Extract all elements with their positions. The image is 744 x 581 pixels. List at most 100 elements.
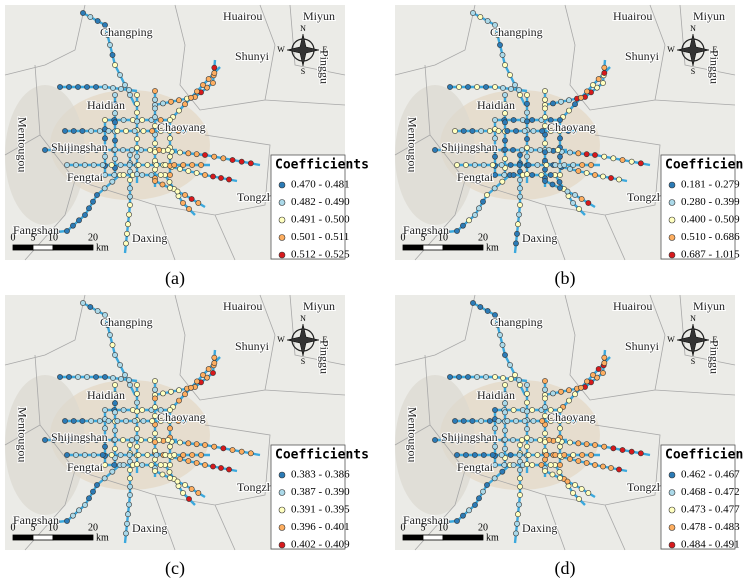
- place-label: Fangshan: [13, 513, 59, 527]
- station: [205, 366, 212, 372]
- legend-swatch: [668, 524, 676, 531]
- station: [120, 147, 126, 153]
- scale-tick-label: 20: [478, 522, 488, 533]
- station: [583, 460, 590, 466]
- station: [102, 407, 108, 413]
- station: [499, 342, 506, 348]
- place-label: Shunyi: [625, 339, 660, 353]
- place-label: Fengtai: [67, 460, 104, 474]
- station: [247, 450, 254, 457]
- legend-entry: 0.383 - 0.386: [291, 469, 350, 481]
- station: [513, 128, 519, 134]
- place-label: Fengtai: [457, 460, 494, 474]
- station: [539, 418, 546, 424]
- station: [167, 153, 173, 160]
- station: [127, 152, 133, 158]
- station: [102, 425, 108, 432]
- station: [86, 205, 92, 212]
- station: [195, 490, 202, 496]
- scale-segment: [52, 534, 94, 541]
- hills: [5, 375, 85, 515]
- station: [517, 185, 523, 192]
- district-boundary: [604, 504, 626, 551]
- station: [140, 128, 147, 134]
- station: [521, 418, 528, 424]
- station: [502, 427, 508, 434]
- station: [112, 427, 118, 434]
- station: [177, 456, 183, 462]
- district-boundary: [654, 99, 736, 106]
- station: [524, 92, 530, 98]
- station: [79, 128, 86, 134]
- district-boundary: [4, 4, 86, 76]
- station: [524, 382, 530, 388]
- station: [166, 469, 173, 475]
- station: [579, 162, 586, 168]
- hills: [395, 85, 475, 225]
- station: [502, 101, 508, 108]
- station: [93, 84, 99, 90]
- scale-segment: [12, 244, 34, 251]
- compass-star: [286, 33, 320, 67]
- station: [517, 492, 523, 498]
- station: [584, 88, 590, 95]
- station: [107, 42, 113, 48]
- station: [152, 395, 158, 402]
- station: [110, 375, 116, 381]
- station: [524, 443, 530, 450]
- compass-letter: W: [277, 45, 285, 54]
- station: [517, 177, 523, 183]
- station: [193, 441, 200, 448]
- station: [508, 376, 514, 382]
- station: [547, 172, 554, 178]
- station: [513, 240, 519, 247]
- station: [449, 437, 456, 443]
- legend-swatch: [278, 489, 286, 496]
- station: [477, 304, 484, 310]
- station: [583, 441, 590, 448]
- station: [218, 175, 224, 181]
- place-label: Shunyi: [235, 339, 270, 353]
- place-label: Haidian: [87, 98, 125, 112]
- place-label: Pinggu: [707, 340, 721, 374]
- place-label: Huairou: [223, 9, 262, 23]
- station: [558, 98, 564, 105]
- scale-segment: [422, 244, 444, 251]
- station: [134, 118, 140, 125]
- legend-title: Coefficients: [665, 448, 744, 463]
- legend-swatch: [278, 251, 286, 259]
- station: [112, 445, 118, 452]
- station: [524, 136, 530, 142]
- legend-entry: 0.402 - 0.409: [291, 539, 350, 551]
- compass-letter: S: [691, 67, 695, 76]
- station: [82, 212, 88, 218]
- station: [524, 100, 530, 107]
- station: [200, 372, 206, 378]
- station: [637, 450, 644, 457]
- station: [96, 128, 103, 134]
- station: [134, 426, 140, 432]
- compass-letter: E: [713, 335, 718, 344]
- legend-entry: 0.687 - 1.015: [681, 249, 740, 261]
- station: [129, 437, 135, 443]
- district-boundary: [289, 4, 346, 76]
- station: [210, 370, 216, 376]
- place-label: Fengtai: [457, 170, 494, 184]
- station: [472, 502, 478, 508]
- map-panel: Changping Huairou Miyun Pinggu Shunyi Haidian…: [4, 4, 369, 261]
- station: [552, 162, 559, 168]
- place-label: Haidian: [477, 388, 515, 402]
- station: [524, 171, 530, 178]
- station: [189, 162, 196, 168]
- scale-tick-label: 5: [421, 522, 426, 533]
- station: [566, 97, 572, 104]
- station: [162, 452, 169, 458]
- station: [610, 445, 617, 452]
- district-boundary: [464, 424, 661, 506]
- station: [478, 128, 485, 134]
- station: [542, 430, 548, 437]
- station: [175, 418, 182, 424]
- scale-tick-label: 10: [438, 232, 448, 243]
- legend-entry: 0.280 - 0.399: [681, 196, 740, 208]
- place-label: Shunyi: [235, 49, 270, 63]
